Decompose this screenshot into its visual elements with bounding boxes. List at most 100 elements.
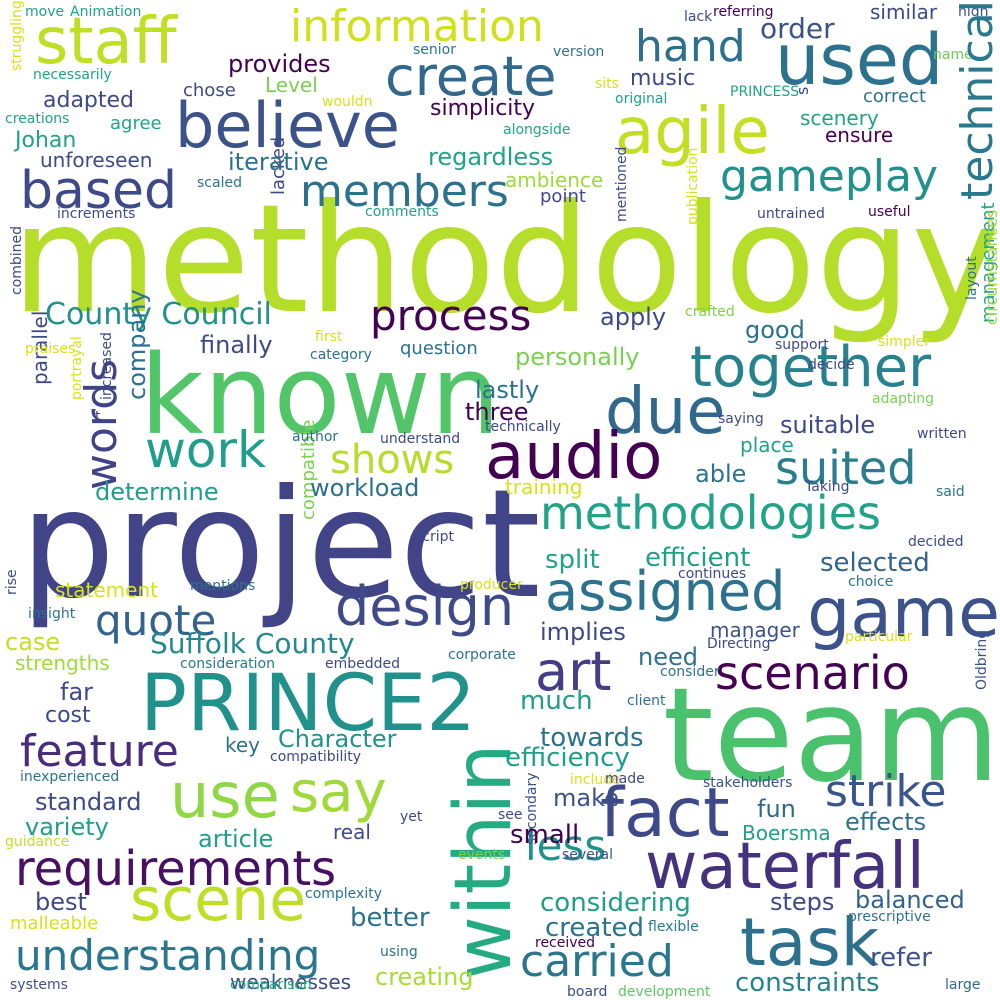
word-55: comparison xyxy=(230,977,312,993)
word-59: received xyxy=(535,935,596,951)
word-196: version xyxy=(553,44,605,60)
word-27: shows xyxy=(330,437,455,483)
word-83: fun xyxy=(757,795,796,823)
word-46: task xyxy=(740,904,879,981)
word-113: implies xyxy=(540,618,626,646)
word-95: key xyxy=(225,733,261,757)
word-13: order xyxy=(760,12,835,45)
word-36: art xyxy=(535,640,612,703)
word-76: guidance xyxy=(5,834,70,850)
word-71: complexity xyxy=(305,886,382,902)
word-173: Johan xyxy=(15,128,77,153)
word-156: decide xyxy=(808,357,855,373)
word-11: create xyxy=(385,45,557,108)
word-197: lack xyxy=(684,9,713,25)
word-56: board xyxy=(567,984,608,1000)
word-168: scaled xyxy=(197,175,242,191)
word-16: name xyxy=(933,47,973,63)
word-144: layout xyxy=(964,256,980,300)
word-10: information xyxy=(290,1,544,52)
word-110: consideration xyxy=(180,656,275,672)
word-97: cost xyxy=(45,703,91,728)
word-189: adapted xyxy=(43,88,135,113)
word-159: combined xyxy=(9,225,25,295)
word-74: yet xyxy=(400,809,423,825)
word-198: referring xyxy=(713,4,774,20)
word-45: scene xyxy=(130,865,307,935)
word-137: three xyxy=(465,398,529,426)
word-199: t xyxy=(95,409,101,425)
word-153: good xyxy=(745,316,805,344)
word-26: work xyxy=(145,421,266,479)
word-87: Oldbring xyxy=(974,629,990,690)
word-142: saying xyxy=(718,411,764,427)
word-2: team xyxy=(662,659,1000,811)
word-125: training xyxy=(505,475,583,499)
word-131: written xyxy=(917,426,967,442)
word-68: created xyxy=(545,913,645,943)
word-60: flexible xyxy=(648,919,699,935)
word-9: used xyxy=(775,19,944,101)
word-30: methodologies xyxy=(540,486,881,540)
word-21: process xyxy=(370,291,532,340)
word-181: PRINCESS xyxy=(730,84,800,100)
word-127: Taking xyxy=(805,479,850,495)
word-162: publication xyxy=(685,147,701,225)
word-147: personally xyxy=(515,343,640,371)
word-126: able xyxy=(695,460,747,488)
word-161: mentioned xyxy=(614,146,630,222)
word-151: finally xyxy=(200,331,273,359)
word-99: much xyxy=(520,686,593,716)
word-81: standard xyxy=(35,788,142,816)
word-61: malleable xyxy=(10,913,99,934)
word-52: creating xyxy=(375,963,474,991)
word-43: waterfall xyxy=(645,830,925,904)
word-191: necessarily xyxy=(33,67,112,83)
word-12: hand xyxy=(635,21,746,72)
word-146: circumstances xyxy=(982,209,1000,325)
word-8: agile xyxy=(615,95,770,169)
word-172: unforeseen xyxy=(40,148,153,172)
word-0: methodology xyxy=(11,173,1000,347)
word-32: assigned xyxy=(545,560,786,623)
word-82: make xyxy=(553,784,619,812)
word-116: statement xyxy=(55,578,158,602)
word-88: inexperienced xyxy=(20,769,120,785)
word-169: ambience xyxy=(505,168,604,192)
word-62: prescriptive xyxy=(848,909,931,925)
word-174: agree xyxy=(110,113,162,134)
word-90: efficiency xyxy=(505,743,630,773)
word-67: considering xyxy=(540,888,691,918)
word-29: suited xyxy=(775,441,917,495)
word-185: sits xyxy=(595,76,619,92)
word-78: article xyxy=(198,825,274,853)
word-54: systems xyxy=(10,977,68,993)
word-158: praises xyxy=(25,341,76,357)
word-50: refer xyxy=(870,943,932,973)
word-42: strike xyxy=(825,766,947,817)
word-73: events xyxy=(458,847,506,863)
word-65: balanced xyxy=(855,886,965,914)
word-41: fact xyxy=(600,774,730,853)
word-184: music xyxy=(630,66,696,91)
word-19: gameplay xyxy=(720,151,938,202)
word-80: small xyxy=(510,820,580,850)
word-155: support xyxy=(775,337,829,353)
word-53: weaknesses xyxy=(230,970,352,994)
word-118: producer xyxy=(460,577,523,593)
word-103: Directing xyxy=(707,636,771,652)
word-102: consider xyxy=(660,664,720,680)
word-148: question xyxy=(400,338,478,359)
word-186: Level xyxy=(265,73,318,97)
word-91: towards xyxy=(540,723,644,753)
word-195: senior xyxy=(413,42,456,58)
word-34: quote xyxy=(95,596,217,645)
word-194: Animation xyxy=(70,4,142,20)
word-105: choice xyxy=(848,574,894,590)
word-96: Character xyxy=(278,725,397,753)
word-128: said xyxy=(936,484,965,500)
word-177: scenery xyxy=(800,106,879,130)
word-18: members xyxy=(300,166,509,217)
word-6: staff xyxy=(35,5,177,79)
word-192: struggling xyxy=(9,0,25,71)
